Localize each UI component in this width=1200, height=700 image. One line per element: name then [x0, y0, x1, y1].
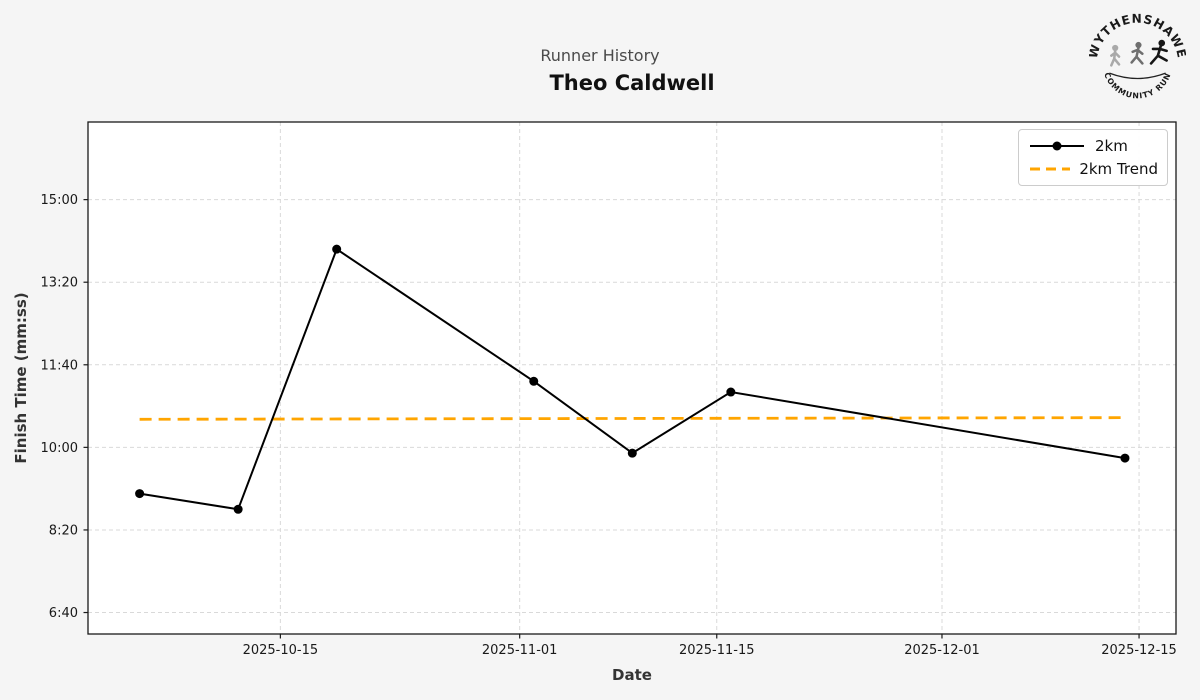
data-point [529, 376, 539, 386]
chart-legend: 2km 2km Trend [1018, 129, 1168, 186]
y-tick-label: 15:00 [41, 193, 78, 208]
y-tick-label: 8:20 [49, 523, 78, 538]
legend-line-marker-icon [1030, 141, 1084, 151]
runner-icon-sprinting [1149, 39, 1168, 65]
trend-line [139, 416, 1125, 421]
figure-suptitle: Runner History [540, 46, 660, 65]
y-tick-label: 6:40 [49, 606, 78, 621]
x-tick-label: 2025-11-15 [679, 643, 755, 658]
y-tick-label: 10:00 [41, 441, 78, 456]
x-tick-label: 2025-12-01 [904, 643, 980, 658]
data-point [332, 244, 342, 254]
y-tick-label: 13:20 [41, 276, 78, 291]
legend-label-2km-trend: 2km Trend [1079, 160, 1158, 178]
legend-item-2km-trend: 2km Trend [1028, 160, 1158, 178]
x-axis-label: Date [612, 666, 652, 684]
y-axis-label: Finish Time (mm:ss) [12, 292, 30, 463]
data-point [726, 387, 736, 397]
x-tick-label: 2025-10-15 [243, 643, 319, 658]
data-point [233, 504, 243, 514]
legend-item-2km: 2km [1028, 137, 1158, 155]
legend-label-2km: 2km [1095, 137, 1128, 155]
plot-background [88, 122, 1176, 634]
logo-swoosh [1109, 72, 1166, 80]
runner-icon-jogging [1130, 41, 1144, 65]
data-point [135, 489, 145, 499]
x-tick-label: 2025-11-01 [482, 643, 558, 658]
legend-dashed-line-icon [1030, 167, 1071, 171]
plot-border [87, 121, 1177, 635]
runner-name-title: Theo Caldwell [549, 71, 715, 95]
data-point [1120, 453, 1130, 463]
club-logo: WYTHENSHAWE COMMUNITY RUN [1089, 13, 1186, 100]
y-tick-label: 11:40 [41, 358, 78, 373]
x-tick-label: 2025-12-15 [1101, 643, 1177, 658]
runner-icon-walking [1110, 44, 1121, 67]
data-point [627, 448, 637, 458]
